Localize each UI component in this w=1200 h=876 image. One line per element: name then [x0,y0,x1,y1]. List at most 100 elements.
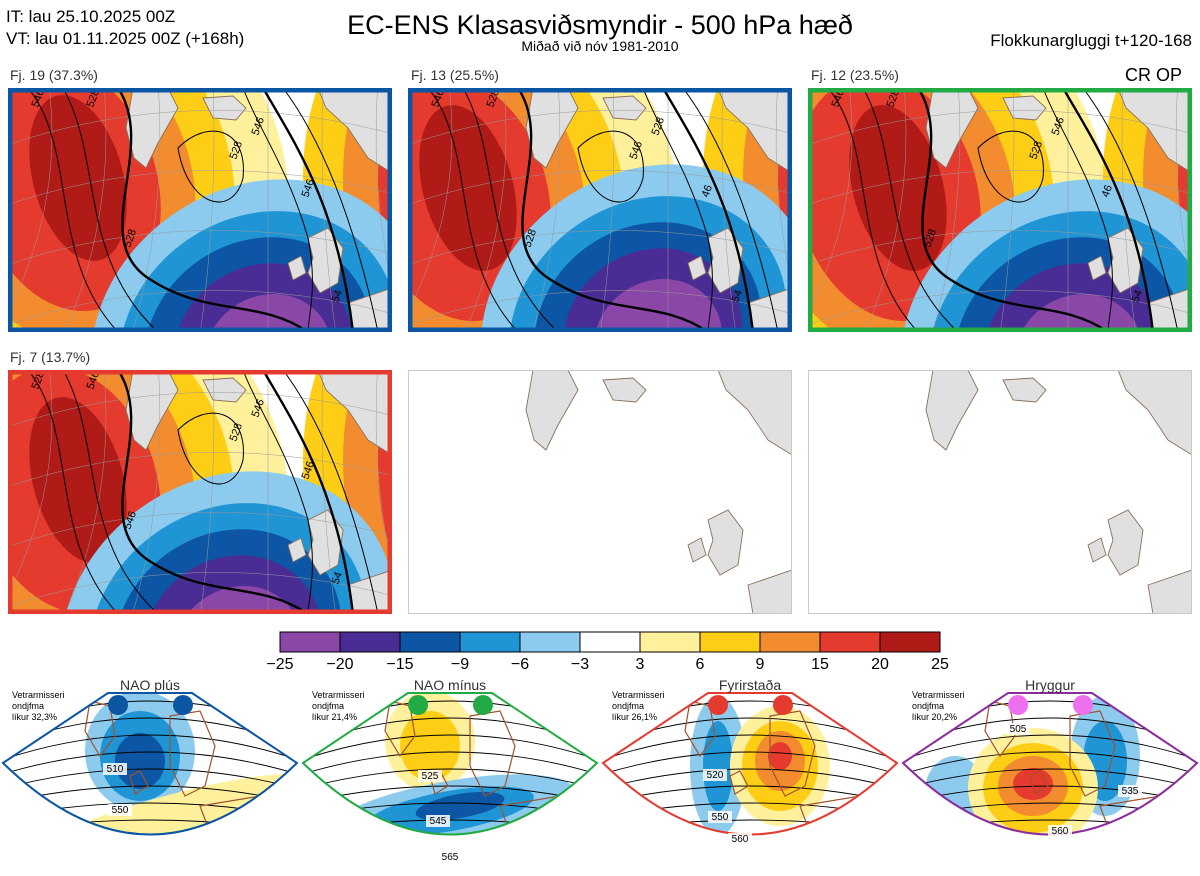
parallel-line [808,110,1192,145]
height-contour [117,88,309,332]
contour-label: 546 [250,398,268,419]
meridian-line [808,88,853,313]
regime-contour [3,768,297,793]
height-contour [62,370,159,614]
colorbar-swatch [519,631,581,653]
ireland-coast [687,537,707,563]
parallel-line [408,170,792,205]
contour-label: 546 [300,178,318,199]
cluster-frame [808,370,1192,614]
regime-contour [903,768,1197,793]
meridian-line [200,370,215,614]
regime-contour-label: 505 [1010,724,1027,735]
valid-time: VT: lau 01.11.2025 00Z (+168h) [6,29,245,48]
regime-anomaly-shade [39,773,297,835]
height-contour [242,88,313,332]
colorbar-tick: −20 [326,656,353,673]
meridian-line [464,88,507,332]
regime-info: ondjfma [612,701,644,711]
meridian-line [408,88,453,313]
regime-info: Vetrarmisseri [612,690,665,700]
height-contour [642,88,713,332]
colorbar-tick: −25 [266,656,293,673]
regime-contour [0,837,300,848]
britain-coast [707,227,744,294]
iceland-coast [1002,377,1047,403]
contour-label: 46 [1100,183,1115,199]
meridian-line [375,88,392,288]
regime-contour [303,751,597,779]
meridian-line [932,88,961,332]
regime-coastline [984,700,1171,835]
regime-contour-label: 525 [422,771,439,782]
height-contour [1061,88,1155,332]
regime-dot-icon [108,695,128,715]
negative-anomaly-shade [203,293,333,332]
height-contour [261,370,355,614]
britain-coast [1107,509,1144,576]
cluster-frame [8,370,392,614]
meridian-line [532,88,561,332]
colorbar-tick: −6 [511,656,529,673]
regime-name: Hryggur [1025,677,1075,693]
colorbar-tick: 15 [811,656,829,673]
height-contour [862,88,959,332]
colorbar-swatch [759,631,821,653]
regime-panel: 525 545 565 NAO mínus Vetrarmisseriondjfmalí… [301,677,599,863]
regime-contour-label: 545 [430,816,447,827]
cr-op-label: CR OP [1125,65,1183,85]
height-contour [1082,88,1179,332]
contour-label: 528 [228,422,246,443]
colorbar-swatch [819,631,881,653]
parallel-line [408,290,792,325]
regime-info: líkur 21,4% [312,712,357,722]
contour-label: 546 [250,116,268,137]
regime-name: NAO mínus [414,677,486,693]
ireland-coast [287,255,307,281]
header-dates: IT: lau 25.10.2025 00Z VT: lau 01.11.202… [6,6,244,50]
regime-contour [603,768,897,793]
regime-contour [900,837,1200,848]
meridian-line [375,370,392,570]
meridian-line [132,370,161,614]
parallel-line [8,572,392,607]
height-contour [177,130,244,203]
colorbar-tick: 25 [931,656,949,673]
cluster-map-panel [408,370,792,614]
regime-dot-icon [473,695,493,715]
regime-coastline [684,700,871,835]
height-contour [27,88,119,332]
meridian-line [8,88,53,313]
colorbar-swatch [459,631,521,653]
contour-label: 546 [30,88,48,109]
regime-coastline [84,700,271,835]
regime-contour [603,734,897,765]
positive-anomaly-shade [419,105,517,271]
parallel-line [808,170,1192,205]
colorbar-swatch [279,631,341,653]
regime-contour [903,734,1197,765]
colorbar-tick: −3 [571,656,589,673]
colorbar-swatch [699,631,761,653]
regime-dot-icon [173,695,193,715]
contour-label: 54 [730,288,745,304]
height-contour [977,130,1044,203]
cluster-label: Fj. 19 (37.3%) [10,67,98,83]
regime-info: ondjfma [312,701,344,711]
colorbar-swatch [579,631,641,653]
regime-dot-icon [1073,695,1093,715]
contour-label: 528 [228,140,246,161]
regime-frame [1,692,299,836]
height-contour [917,88,1109,332]
positive-anomaly-shade [29,95,127,261]
regime-contour [603,751,897,779]
colorbar: −25 −20 −15 −9 −6 −3 3 6 9 15 20 25 [266,631,949,673]
contour-label: 54 [330,288,345,304]
colorbar-swatch [879,631,941,653]
colorbar-swatch [399,631,461,653]
meridian-line [1121,88,1136,332]
contour-label: 54 [330,570,345,586]
regime-coastline [384,700,571,835]
regime-contour-label: 550 [712,812,729,823]
